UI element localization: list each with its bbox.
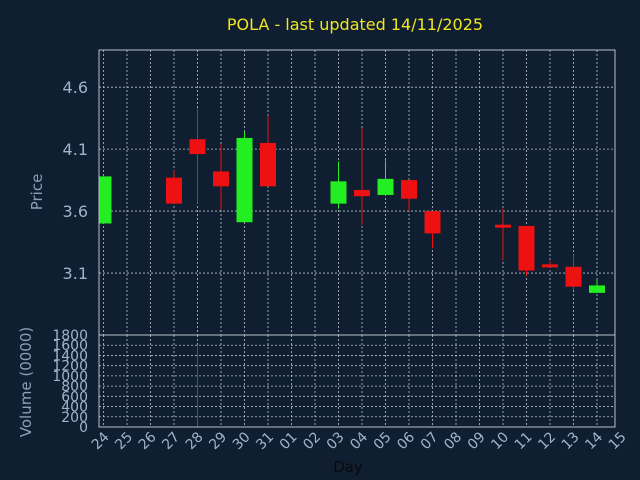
- volume-tick-label: 1200: [52, 359, 88, 375]
- candle-body: [377, 178, 394, 195]
- volume-tick-label: 1600: [52, 338, 88, 354]
- candle-body: [401, 180, 417, 199]
- chart-title: POLA - last updated 14/11/2025: [227, 15, 483, 34]
- volume-tick-label: 1000: [52, 369, 88, 385]
- volume-axis-label: Volume (0000): [17, 327, 35, 437]
- candle-body: [542, 264, 558, 268]
- volume-tick-label: 1400: [52, 348, 88, 364]
- candle-body: [166, 177, 182, 204]
- candle-body: [236, 137, 253, 223]
- price-tick-label: 3.6: [63, 202, 88, 221]
- volume-panel-frame: [98, 334, 616, 428]
- candle-body: [518, 225, 535, 271]
- price-candles: [99, 108, 605, 293]
- price-tick-label: 4.1: [63, 140, 88, 159]
- volume-tick-label: 400: [61, 400, 88, 416]
- price-axis-ticks: 4.6 4.1 3.6 3.1: [63, 78, 88, 283]
- candle-body: [424, 211, 441, 234]
- price-axis-label: Price: [28, 174, 46, 211]
- volume-panel: [98, 334, 616, 428]
- day-axis-ticks: 24 25 26 27 28 29 30 31 01 02 03 04 05 06 07 08 09 10 11 12…: [89, 429, 630, 453]
- day-axis-label: Day: [333, 458, 363, 476]
- candle-body: [589, 285, 605, 293]
- volume-tick-label: 800: [61, 379, 88, 395]
- volume-tick-label: 600: [61, 389, 88, 405]
- price-grid: [99, 50, 615, 335]
- candle-body: [189, 139, 206, 155]
- candle-body: [260, 142, 276, 187]
- candle-body: [330, 181, 347, 204]
- volume-grid: [99, 335, 615, 427]
- price-tick-label: 3.1: [63, 264, 88, 283]
- candle-body: [354, 190, 370, 197]
- volume-tick-label: 1800: [52, 328, 88, 344]
- candle-body: [565, 266, 582, 287]
- candle-body: [495, 224, 511, 228]
- volume-tick-label: 0: [79, 420, 88, 436]
- candle-body: [213, 171, 229, 187]
- candle-body: [99, 176, 112, 224]
- price-tick-label: 4.6: [63, 78, 88, 97]
- price-panel: [98, 49, 616, 336]
- volume-tick-label: 200: [61, 410, 88, 426]
